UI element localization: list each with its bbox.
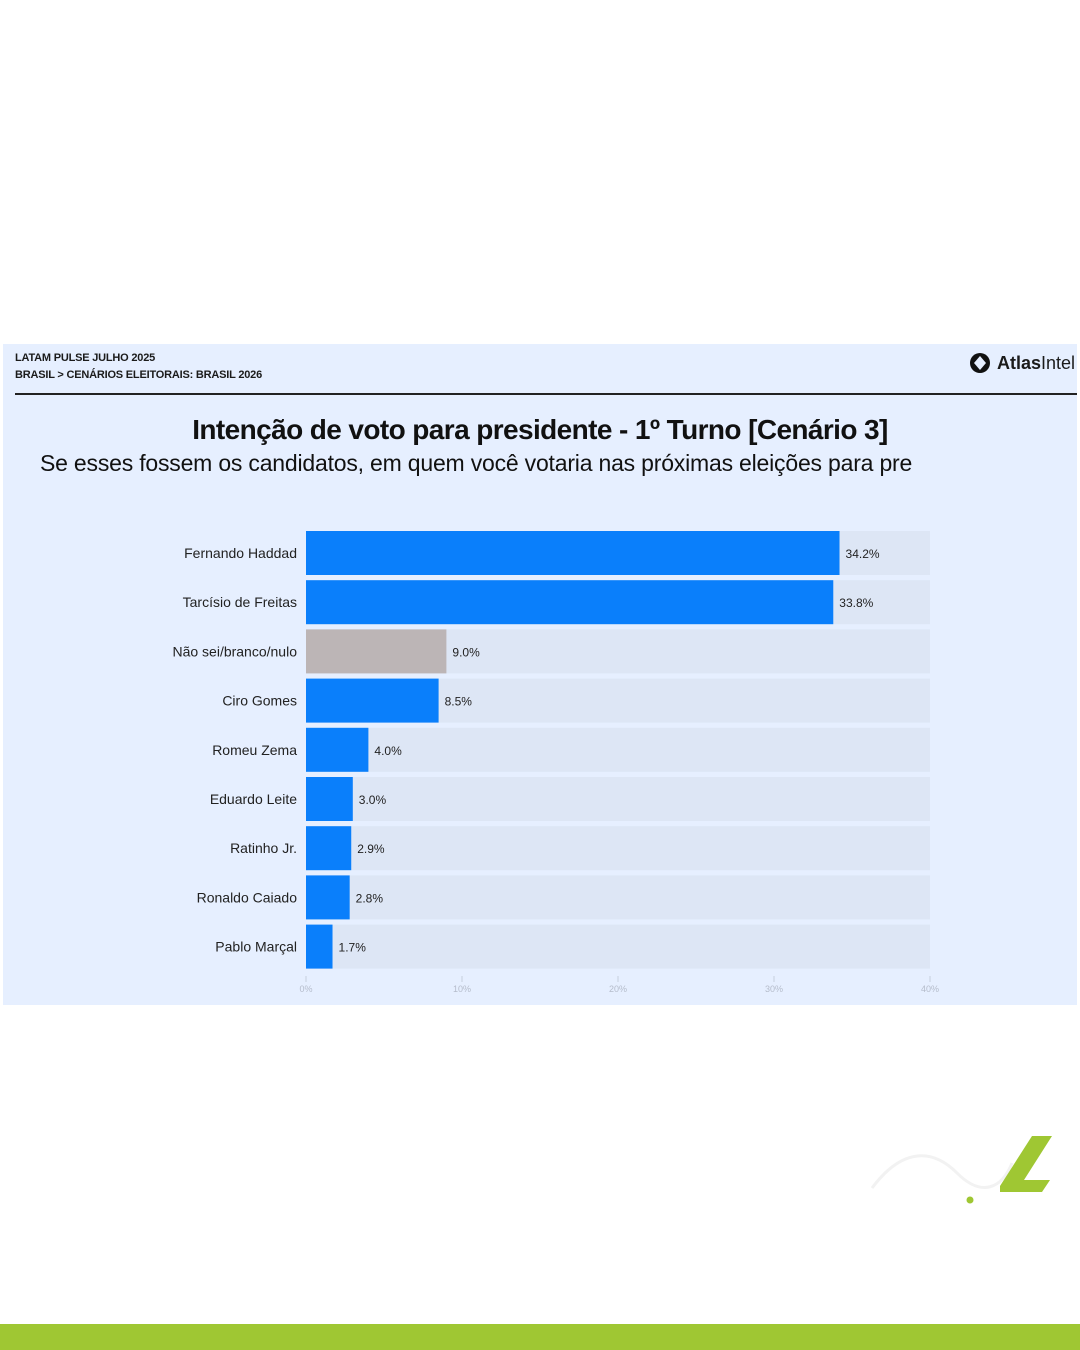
value-label: 33.8% <box>839 596 873 610</box>
report-breadcrumb: BRASIL > CENÁRIOS ELEITORAIS: BRASIL 202… <box>15 369 262 381</box>
category-label: Eduardo Leite <box>210 791 297 807</box>
bar-chart: Fernando Haddad 34.2% Tarcísio de Freitas 3… <box>172 531 939 994</box>
value-label: 2.9% <box>357 842 385 856</box>
brand-name-bold: Atlas <box>996 352 1041 373</box>
value-label: 1.7% <box>339 941 367 955</box>
bar <box>306 629 447 674</box>
category-label: Tarcísio de Freitas <box>183 594 297 610</box>
bar-track <box>306 826 930 871</box>
bar <box>306 580 834 625</box>
category-label: Ronaldo Caiado <box>197 889 298 905</box>
value-label: 34.2% <box>846 547 880 561</box>
x-tick-label: 20% <box>609 984 627 994</box>
bar <box>306 777 353 821</box>
bar <box>306 678 439 723</box>
category-label: Romeu Zema <box>212 742 297 758</box>
bar <box>306 924 333 969</box>
x-tick-label: 40% <box>921 984 939 994</box>
bar-track <box>306 924 930 969</box>
category-label: Ratinho Jr. <box>230 840 297 856</box>
brand-watermark-icon <box>870 1136 1052 1204</box>
x-tick-label: 10% <box>453 984 471 994</box>
value-label: 9.0% <box>452 645 480 659</box>
category-label: Pablo Marçal <box>215 939 297 955</box>
value-label: 2.8% <box>356 891 384 905</box>
value-label: 8.5% <box>445 695 473 709</box>
bar-track <box>306 777 930 821</box>
chart-subtitle: Se esses fossem os candidatos, em quem v… <box>40 450 913 476</box>
footer-band <box>0 1324 1080 1350</box>
header-divider <box>15 393 1077 395</box>
chart-card: LATAM PULSE JULHO 2025 BRASIL > CENÁRIOS… <box>3 344 1077 1005</box>
category-label: Não sei/branco/nulo <box>172 643 297 659</box>
bar-track <box>306 875 930 920</box>
category-label: Ciro Gomes <box>222 693 297 709</box>
bar <box>306 826 352 871</box>
chart-title: Intenção de voto para presidente - 1º Tu… <box>192 414 888 445</box>
x-tick-label: 30% <box>765 984 783 994</box>
brand: Atlas Intel <box>969 352 1075 374</box>
report-name: LATAM PULSE JULHO 2025 <box>15 352 156 364</box>
atlasintel-logo-icon <box>969 353 990 373</box>
brand-name-rest: Intel <box>1040 352 1075 373</box>
bar <box>306 531 840 575</box>
category-label: Fernando Haddad <box>184 545 297 561</box>
x-tick-label: 0% <box>299 984 312 994</box>
value-label: 3.0% <box>359 793 387 807</box>
bar-track <box>306 727 930 772</box>
value-label: 4.0% <box>374 744 402 758</box>
report-header: LATAM PULSE JULHO 2025 BRASIL > CENÁRIOS… <box>15 350 262 384</box>
bar <box>306 875 350 920</box>
bar <box>306 727 369 772</box>
